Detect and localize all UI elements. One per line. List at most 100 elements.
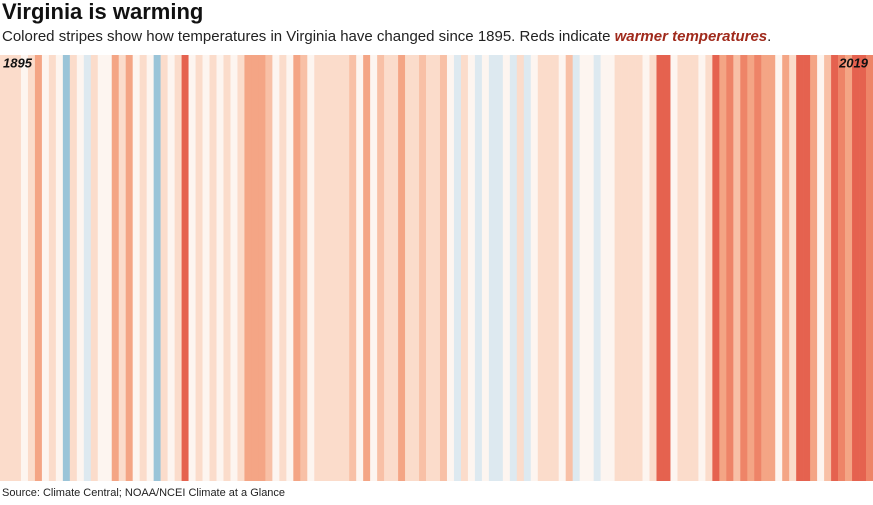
stripe bbox=[558, 55, 567, 481]
stripe bbox=[90, 55, 99, 481]
stripe bbox=[125, 55, 133, 481]
stripe bbox=[810, 55, 818, 481]
stripe bbox=[852, 55, 860, 481]
stripe bbox=[572, 55, 580, 481]
stripe bbox=[747, 55, 755, 481]
stripe bbox=[251, 55, 259, 481]
stripe bbox=[656, 55, 664, 481]
stripe bbox=[216, 55, 224, 481]
stripe bbox=[41, 55, 50, 481]
stripe bbox=[446, 55, 455, 481]
subtitle-text: Colored stripes show how temperatures in… bbox=[2, 28, 615, 45]
stripe bbox=[48, 55, 57, 481]
stripe bbox=[223, 55, 231, 481]
stripe bbox=[76, 55, 85, 481]
stripe bbox=[370, 55, 378, 481]
stripe bbox=[377, 55, 385, 481]
stripe bbox=[481, 55, 490, 481]
stripe bbox=[544, 55, 553, 481]
stripe bbox=[314, 55, 322, 481]
stripe bbox=[307, 55, 315, 481]
stripe bbox=[20, 55, 29, 481]
stripe bbox=[405, 55, 413, 481]
stripe bbox=[698, 55, 706, 481]
stripe bbox=[356, 55, 364, 481]
end-year-label: 2019 bbox=[838, 55, 869, 70]
stripe bbox=[426, 55, 434, 481]
stripe bbox=[335, 55, 343, 481]
stripe bbox=[6, 55, 15, 481]
stripe bbox=[516, 55, 525, 481]
stripe bbox=[614, 55, 622, 481]
stripe bbox=[782, 55, 790, 481]
stripe bbox=[146, 55, 154, 481]
stripe bbox=[663, 55, 671, 481]
stripe bbox=[321, 55, 329, 481]
stripe bbox=[586, 55, 594, 481]
stripe bbox=[593, 55, 601, 481]
stripe bbox=[670, 55, 678, 481]
stripe bbox=[467, 55, 476, 481]
stripe bbox=[349, 55, 357, 481]
stripe bbox=[195, 55, 203, 481]
stripe bbox=[293, 55, 301, 481]
stripe bbox=[244, 55, 252, 481]
stripe bbox=[27, 55, 36, 481]
stripe bbox=[579, 55, 587, 481]
stripe bbox=[859, 55, 867, 481]
stripe bbox=[265, 55, 273, 481]
stripe bbox=[607, 55, 615, 481]
stripe bbox=[642, 55, 650, 481]
stripe bbox=[111, 55, 120, 481]
stripe bbox=[866, 55, 873, 481]
stripe bbox=[754, 55, 762, 481]
subtitle-highlight: warmer temperatures bbox=[615, 28, 768, 45]
source-note: Source: Climate Central; NOAA/NCEI Clima… bbox=[2, 487, 285, 499]
stripe bbox=[761, 55, 769, 481]
stripe bbox=[118, 55, 127, 481]
stripe bbox=[342, 55, 350, 481]
stripe bbox=[845, 55, 853, 481]
stripe bbox=[419, 55, 427, 481]
stripe bbox=[719, 55, 727, 481]
stripes bbox=[0, 55, 873, 481]
stripe bbox=[495, 55, 504, 481]
stripe bbox=[300, 55, 308, 481]
stripe bbox=[328, 55, 336, 481]
stripe bbox=[167, 55, 175, 481]
chart-title: Virginia is warming bbox=[2, 0, 203, 24]
stripe bbox=[502, 55, 511, 481]
stripe bbox=[230, 55, 238, 481]
stripe bbox=[796, 55, 804, 481]
start-year-label: 1895 bbox=[3, 55, 33, 70]
stripe bbox=[824, 55, 832, 481]
stripe bbox=[174, 55, 182, 481]
stripe bbox=[726, 55, 734, 481]
stripe bbox=[523, 55, 532, 481]
stripe bbox=[838, 55, 846, 481]
stripe bbox=[789, 55, 797, 481]
stripe bbox=[530, 55, 539, 481]
stripe bbox=[153, 55, 161, 481]
stripe bbox=[488, 55, 497, 481]
stripe bbox=[237, 55, 245, 481]
stripe bbox=[635, 55, 643, 481]
stripe bbox=[391, 55, 399, 481]
chart-subtitle: Colored stripes show how temperatures in… bbox=[2, 28, 771, 45]
stripe bbox=[0, 55, 8, 481]
stripe bbox=[384, 55, 392, 481]
stripe bbox=[733, 55, 741, 481]
stripe bbox=[83, 55, 92, 481]
stripe bbox=[817, 55, 825, 481]
stripe bbox=[621, 55, 629, 481]
stripe bbox=[453, 55, 462, 481]
stripe bbox=[628, 55, 636, 481]
stripe bbox=[474, 55, 483, 481]
stripe bbox=[13, 55, 22, 481]
stripe bbox=[412, 55, 420, 481]
stripe bbox=[132, 55, 140, 481]
stripe bbox=[551, 55, 560, 481]
stripe bbox=[565, 55, 573, 481]
stripe bbox=[439, 55, 448, 481]
